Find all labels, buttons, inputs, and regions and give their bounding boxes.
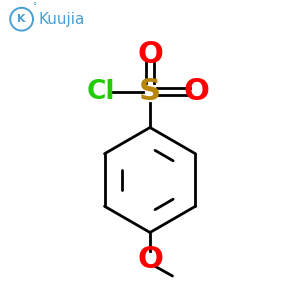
Text: Kuujia: Kuujia xyxy=(38,12,85,27)
Text: Cl: Cl xyxy=(86,79,115,104)
Text: S: S xyxy=(139,77,161,106)
Text: O: O xyxy=(137,40,163,68)
Text: O: O xyxy=(184,77,209,106)
Text: °: ° xyxy=(32,2,37,11)
Text: K: K xyxy=(17,14,26,24)
Text: O: O xyxy=(137,245,163,274)
